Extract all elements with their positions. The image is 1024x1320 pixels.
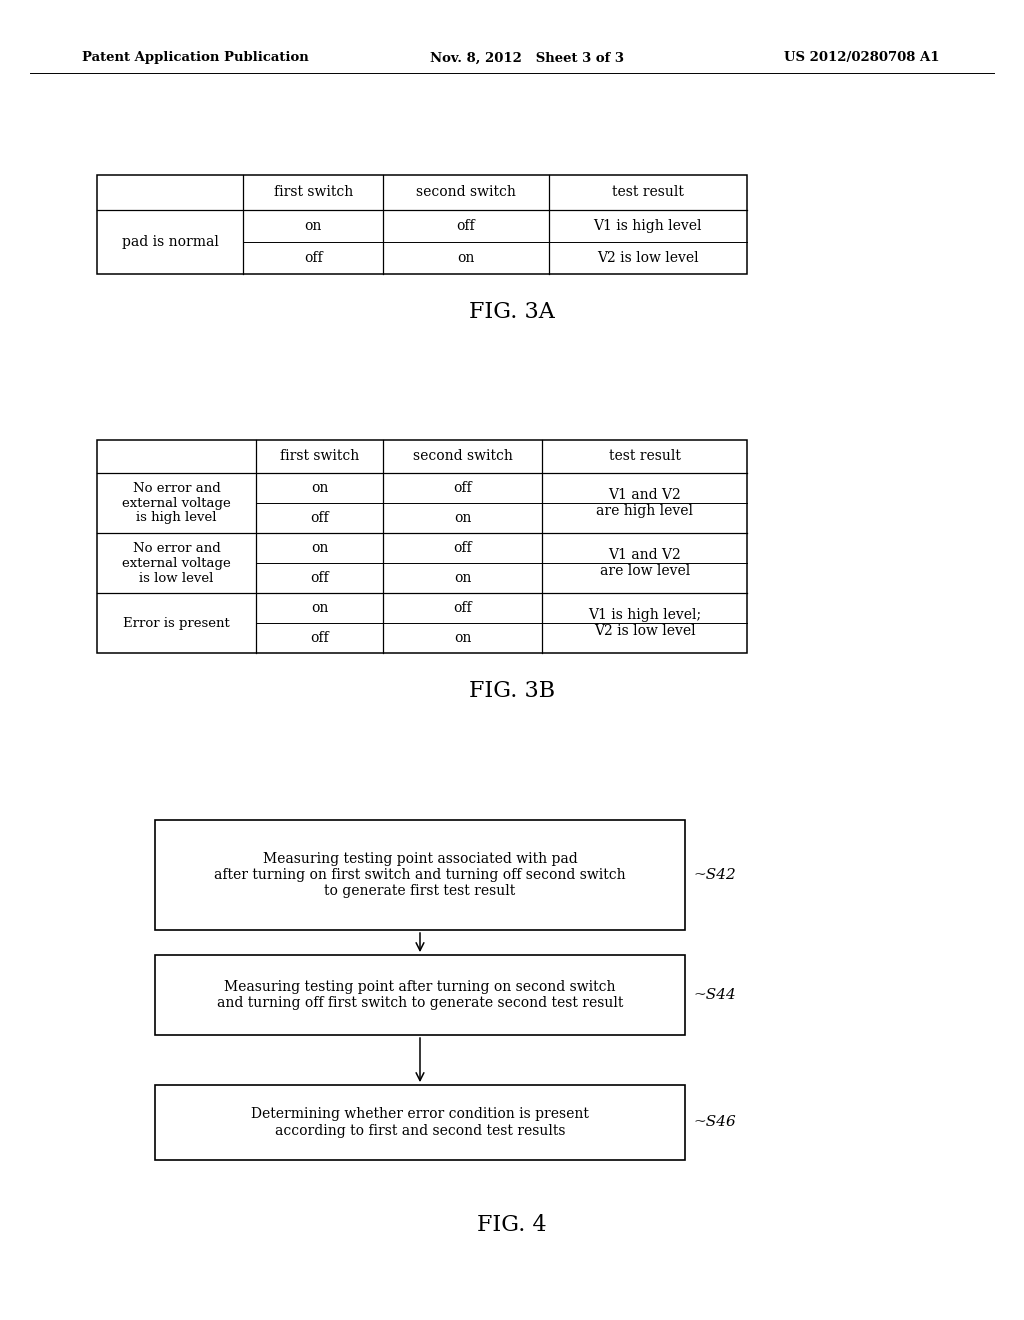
Text: off: off	[454, 601, 472, 615]
Text: V1 and V2
are low level: V1 and V2 are low level	[599, 548, 690, 578]
Text: first switch: first switch	[280, 450, 359, 463]
Text: second switch: second switch	[413, 450, 513, 463]
Text: No error and
external voltage
is low level: No error and external voltage is low lev…	[122, 541, 231, 585]
Text: FIG. 3B: FIG. 3B	[469, 680, 555, 702]
Text: off: off	[304, 251, 323, 265]
Text: Measuring testing point after turning on second switch
and turning off first swi: Measuring testing point after turning on…	[217, 979, 624, 1010]
Text: V2 is low level: V2 is low level	[597, 251, 698, 265]
Bar	[155, 954, 685, 1035]
Text: test result: test result	[612, 186, 684, 199]
Text: on: on	[454, 631, 471, 645]
Text: on: on	[454, 511, 471, 525]
Text: test result: test result	[608, 450, 681, 463]
Text: ~S44: ~S44	[693, 987, 736, 1002]
Text: on: on	[311, 541, 329, 554]
Text: off: off	[310, 631, 329, 645]
Text: ~S46: ~S46	[693, 1115, 736, 1130]
Text: FIG. 4: FIG. 4	[477, 1214, 547, 1236]
Text: US 2012/0280708 A1: US 2012/0280708 A1	[784, 51, 940, 65]
Text: second switch: second switch	[416, 186, 516, 199]
Text: pad is normal: pad is normal	[122, 235, 218, 249]
Text: FIG. 3A: FIG. 3A	[469, 301, 555, 323]
Text: on: on	[454, 572, 471, 585]
Text: first switch: first switch	[273, 186, 352, 199]
Text: V1 is high level: V1 is high level	[594, 219, 702, 234]
Text: Measuring testing point associated with pad
after turning on first switch and tu: Measuring testing point associated with …	[214, 851, 626, 898]
Text: off: off	[454, 480, 472, 495]
Bar	[155, 820, 685, 931]
Text: ~S42: ~S42	[693, 869, 736, 882]
Text: Determining whether error condition is present
according to first and second tes: Determining whether error condition is p…	[251, 1107, 589, 1138]
Text: on: on	[304, 219, 322, 234]
Text: off: off	[310, 572, 329, 585]
Text: on: on	[457, 251, 474, 265]
Text: off: off	[457, 219, 475, 234]
Text: on: on	[311, 480, 329, 495]
Bar	[97, 440, 746, 653]
Text: V1 and V2
are high level: V1 and V2 are high level	[596, 488, 693, 519]
Bar	[97, 176, 746, 275]
Text: Error is present: Error is present	[123, 616, 230, 630]
Text: No error and
external voltage
is high level: No error and external voltage is high le…	[122, 482, 231, 524]
Text: off: off	[454, 541, 472, 554]
Bar	[155, 1085, 685, 1160]
Text: off: off	[310, 511, 329, 525]
Text: on: on	[311, 601, 329, 615]
Text: Nov. 8, 2012   Sheet 3 of 3: Nov. 8, 2012 Sheet 3 of 3	[430, 51, 624, 65]
Text: Patent Application Publication: Patent Application Publication	[82, 51, 309, 65]
Text: V1 is high level;
V2 is low level: V1 is high level; V2 is low level	[588, 609, 701, 638]
